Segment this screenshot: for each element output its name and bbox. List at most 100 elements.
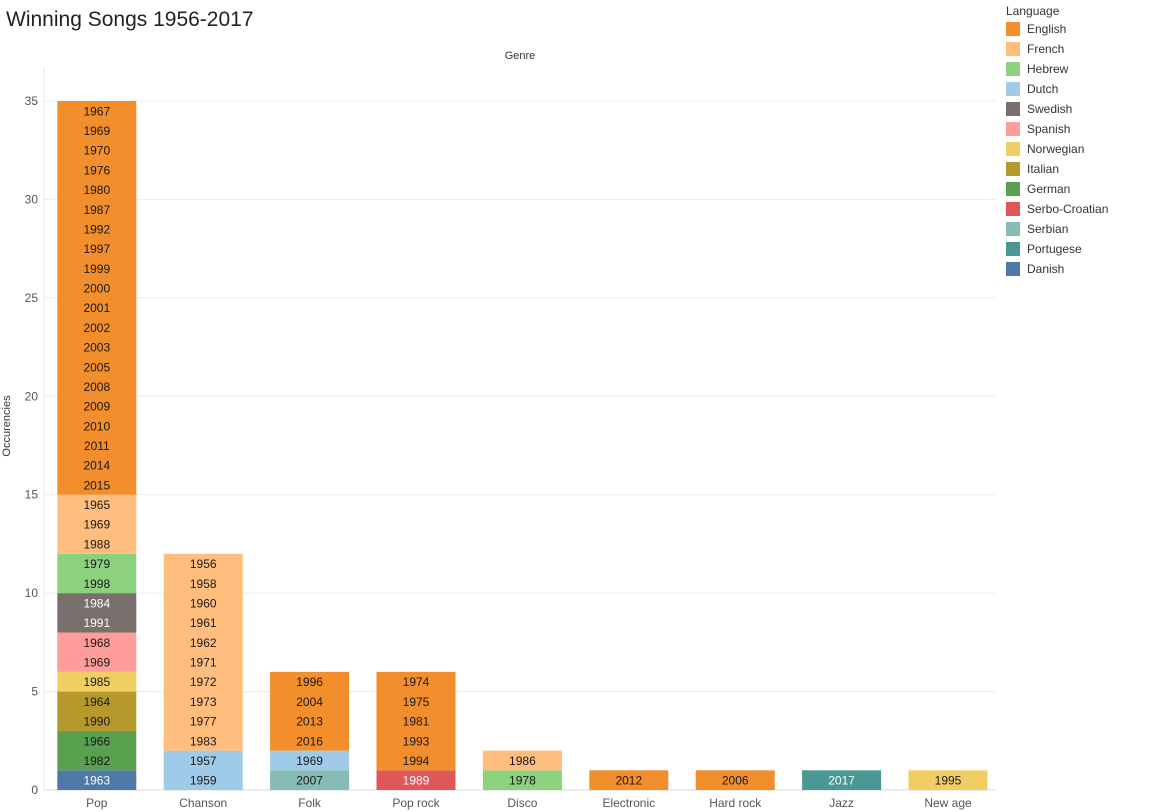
legend-swatch bbox=[1006, 82, 1020, 96]
year-label: 1960 bbox=[190, 596, 217, 610]
year-label: 2005 bbox=[83, 360, 110, 374]
legend-swatch bbox=[1006, 142, 1020, 156]
x-tick-label: Pop rock bbox=[392, 796, 440, 810]
legend-label: Spanish bbox=[1027, 122, 1071, 136]
legend-swatch bbox=[1006, 242, 1020, 256]
legend-label: Swedish bbox=[1027, 102, 1073, 116]
y-tick-label: 0 bbox=[31, 783, 38, 797]
year-label: 1971 bbox=[190, 656, 217, 670]
legend-item[interactable]: English bbox=[1006, 19, 1108, 39]
x-tick-label: Chanson bbox=[179, 796, 227, 810]
bar-segment bbox=[270, 750, 350, 771]
y-tick-label: 30 bbox=[25, 192, 39, 206]
year-label: 1988 bbox=[83, 537, 110, 551]
year-label: 1981 bbox=[403, 715, 430, 729]
legend-item[interactable]: Dutch bbox=[1006, 79, 1108, 99]
year-label: 1983 bbox=[190, 734, 217, 748]
legend-item[interactable]: Danish bbox=[1006, 259, 1108, 279]
legend-swatch bbox=[1006, 162, 1020, 176]
bar-segment bbox=[163, 750, 243, 790]
year-label: 1969 bbox=[83, 124, 110, 138]
legend-label: Portugese bbox=[1027, 242, 1082, 256]
legend-swatch bbox=[1006, 122, 1020, 136]
chart-title: Winning Songs 1956-2017 bbox=[6, 8, 254, 31]
x-tick-label: Jazz bbox=[829, 796, 854, 810]
year-label: 1969 bbox=[83, 656, 110, 670]
year-label: 2010 bbox=[83, 419, 110, 433]
year-label: 1967 bbox=[83, 104, 110, 118]
y-tick-label: 20 bbox=[25, 389, 39, 403]
year-label: 2011 bbox=[84, 439, 110, 453]
year-label: 2017 bbox=[828, 774, 855, 788]
year-label: 1966 bbox=[83, 734, 110, 748]
bar-segment bbox=[163, 553, 243, 751]
bar-segment bbox=[57, 632, 137, 672]
legend-item[interactable]: Swedish bbox=[1006, 99, 1108, 119]
year-label: 2015 bbox=[83, 478, 110, 492]
x-tick-label: Disco bbox=[507, 796, 537, 810]
bar-segment bbox=[57, 553, 137, 594]
legend-item[interactable]: Norwegian bbox=[1006, 139, 1108, 159]
legend-item[interactable]: Italian bbox=[1006, 159, 1108, 179]
year-label: 2013 bbox=[296, 715, 323, 729]
legend-item[interactable]: German bbox=[1006, 179, 1108, 199]
legend-title: Language bbox=[1006, 4, 1060, 18]
bar-segment bbox=[270, 671, 350, 751]
year-label: 1993 bbox=[403, 734, 430, 748]
legend-swatch bbox=[1006, 182, 1020, 196]
legend-item[interactable]: Serbian bbox=[1006, 219, 1108, 239]
y-tick-label: 35 bbox=[25, 94, 39, 108]
column-header: Genre bbox=[505, 50, 536, 62]
year-label: 1977 bbox=[190, 715, 217, 729]
year-label: 2003 bbox=[83, 341, 110, 355]
legend-swatch bbox=[1006, 262, 1020, 276]
year-label: 2012 bbox=[615, 774, 642, 788]
y-axis-title: Occurencies bbox=[1, 395, 13, 457]
year-label: 1997 bbox=[83, 242, 110, 256]
year-label: 1968 bbox=[83, 636, 110, 650]
year-label: 2007 bbox=[296, 774, 323, 788]
bar-segment bbox=[57, 671, 137, 692]
year-label: 1982 bbox=[83, 754, 110, 768]
year-label: 2004 bbox=[296, 695, 323, 709]
legend-label: Serbian bbox=[1027, 222, 1069, 236]
year-label: 2000 bbox=[83, 282, 110, 296]
bar-segment bbox=[57, 730, 137, 771]
year-label: 2009 bbox=[83, 400, 110, 414]
legend-item[interactable]: French bbox=[1006, 39, 1108, 59]
year-label: 2001 bbox=[83, 301, 110, 315]
legend: Language English French Hebrew Dutch Swedish… bbox=[1006, 4, 1108, 279]
legend-label: Danish bbox=[1027, 262, 1065, 276]
legend-swatch bbox=[1006, 102, 1020, 116]
chart-canvas: Genre 0 5 10 15 20 25 30 35 Occurencies 1963 1982 19… bbox=[1, 50, 996, 810]
year-label: 1979 bbox=[83, 557, 110, 571]
year-label: 1958 bbox=[190, 577, 217, 591]
legend-label: English bbox=[1027, 22, 1067, 36]
y-tick-label: 5 bbox=[31, 685, 38, 699]
legend-item[interactable]: Portugese bbox=[1006, 239, 1108, 259]
year-label: 1965 bbox=[83, 498, 110, 512]
year-label: 1962 bbox=[190, 636, 217, 650]
year-label: 2002 bbox=[83, 321, 110, 335]
year-label: 2016 bbox=[296, 734, 323, 748]
bar-segment bbox=[57, 494, 137, 554]
legend-item[interactable]: Spanish bbox=[1006, 119, 1108, 139]
year-label: 2008 bbox=[83, 380, 110, 394]
legend-item[interactable]: Hebrew bbox=[1006, 59, 1108, 79]
bar-segment bbox=[376, 671, 456, 771]
year-label: 1998 bbox=[83, 577, 110, 591]
legend-label: Italian bbox=[1027, 162, 1060, 176]
year-label: 1975 bbox=[403, 695, 430, 709]
legend-label: Hebrew bbox=[1027, 62, 1069, 76]
year-label: 1956 bbox=[190, 557, 217, 571]
bar-segment bbox=[695, 770, 775, 790]
bar-segment bbox=[270, 770, 350, 790]
legend-swatch bbox=[1006, 22, 1020, 36]
legend-item[interactable]: Serbo-Croatian bbox=[1006, 199, 1108, 219]
year-label: 1984 bbox=[83, 596, 110, 610]
legend-items: English French Hebrew Dutch Swedish Spanish No… bbox=[1006, 19, 1108, 279]
bar-segment bbox=[908, 770, 988, 790]
year-label: 1990 bbox=[83, 715, 110, 729]
x-tick-label: Hard rock bbox=[709, 796, 762, 810]
x-tick-label: Folk bbox=[298, 796, 322, 810]
